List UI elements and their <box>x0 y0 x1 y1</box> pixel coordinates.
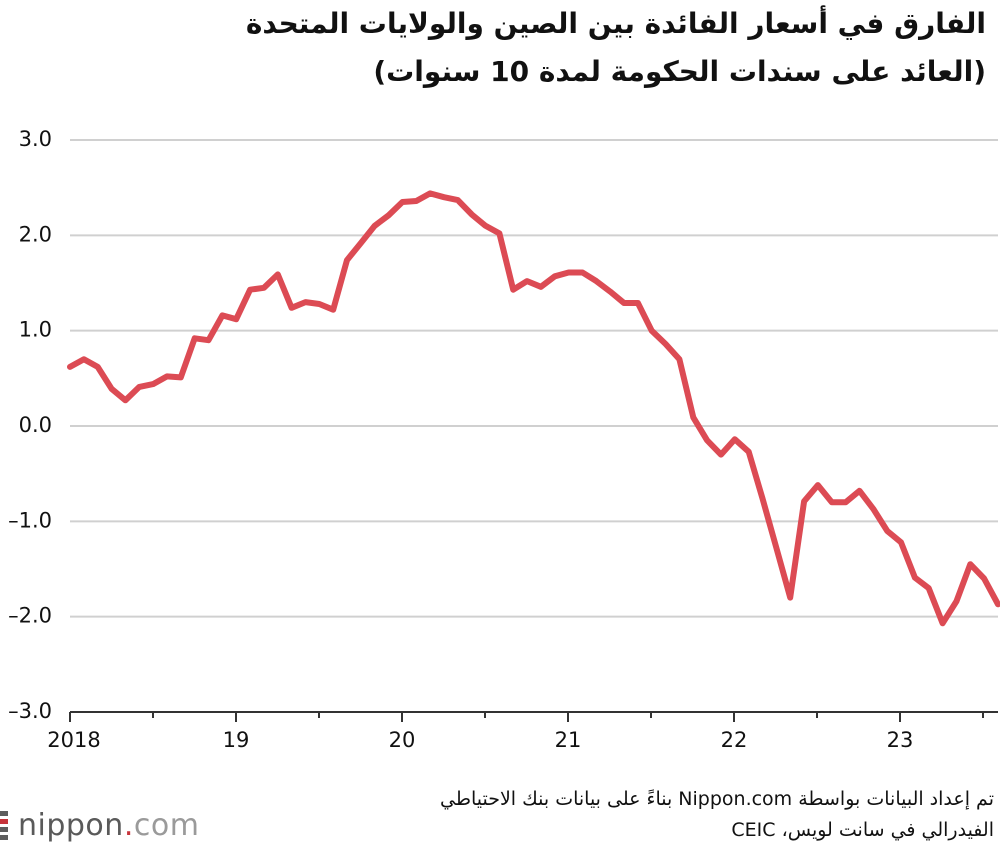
y-tick-label: –3.0 <box>8 699 52 723</box>
logo-suffix: com <box>133 807 200 843</box>
x-tick-label: 21 <box>555 728 582 752</box>
logo-word: nippon <box>18 807 124 843</box>
chart-subtitle: (العائد على سندات الحكومة لمدة 10 سنوات) <box>373 55 986 88</box>
nippon-logo: nippon. com <box>0 807 200 843</box>
logo-mark-icon <box>0 810 8 840</box>
x-tick-label: 2018 <box>47 728 100 752</box>
source-line-2: الفيدرالي في سانت لويس، CEIC <box>731 819 994 841</box>
source-line-1: تم إعداد البيانات بواسطة Nippon.com بناء… <box>440 788 994 810</box>
y-tick-label: –1.0 <box>8 508 52 532</box>
logo-dot: . <box>123 807 134 843</box>
y-tick-label: 3.0 <box>19 127 52 151</box>
chart-title: الفارق في أسعار الفائدة بين الصين والولا… <box>245 7 986 40</box>
x-tick-label: 22 <box>721 728 748 752</box>
y-tick-label: –2.0 <box>8 604 52 628</box>
x-tick-label: 20 <box>389 728 416 752</box>
spread-series-line <box>67 190 1000 627</box>
source-note: تم إعداد البيانات بواسطة Nippon.com بناء… <box>254 784 994 846</box>
x-tick-label: 23 <box>887 728 914 752</box>
y-tick-label: 0.0 <box>19 413 52 437</box>
x-tick-label: 19 <box>223 728 250 752</box>
y-tick-label: 1.0 <box>19 318 52 342</box>
y-tick-label: 2.0 <box>19 222 52 246</box>
